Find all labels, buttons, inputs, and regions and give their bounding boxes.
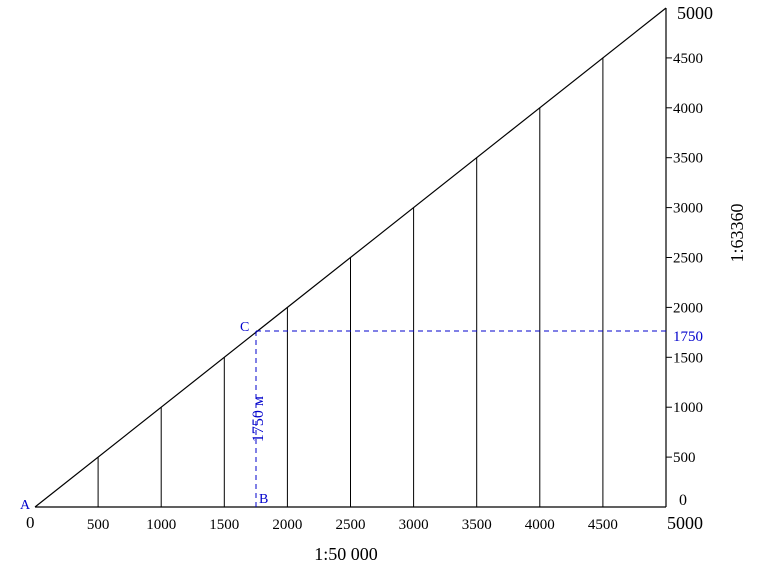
bottom-tick-label: 4500 (588, 517, 618, 533)
right-top-label: 5000 (677, 3, 713, 23)
right-tick-label: 4500 (673, 51, 703, 67)
bottom-tick-label: 2000 (272, 517, 302, 533)
bottom-end-label: 5000 (667, 513, 703, 533)
point-a-label: A (20, 498, 31, 513)
bottom-tick-label: 3500 (462, 517, 492, 533)
origin-label: 0 (26, 513, 35, 532)
right-tick-label: 4000 (673, 101, 703, 117)
right-tick-labels-group: 500 1000 1500 2000 2500 3000 3500 4000 4500 (673, 51, 703, 466)
right-tick-label: 3000 (673, 201, 703, 217)
bottom-tick-label: 1000 (146, 517, 176, 533)
right-tick-label: 500 (673, 450, 696, 466)
bottom-tick-label: 1500 (209, 517, 239, 533)
marker-value-label: 1750 (673, 329, 703, 345)
vertical-lines-group (97, 57, 604, 507)
right-zero-label: 0 (679, 492, 687, 509)
bottom-tick-label: 2500 (336, 517, 366, 533)
right-tick-label: 2500 (673, 251, 703, 267)
right-tick-label: 2000 (673, 300, 703, 316)
bottom-tick-label: 4000 (525, 517, 555, 533)
bottom-tick-labels-group: 500 1000 1500 2000 2500 3000 3500 4000 4500 (87, 517, 618, 533)
point-b-label: B (259, 492, 268, 507)
point-c-label: C (240, 320, 249, 335)
right-axis-ticks-group (666, 57, 672, 458)
right-tick-label: 1500 (673, 350, 703, 366)
right-tick-label: 3500 (673, 151, 703, 167)
bottom-scale-label: 1:50 000 (314, 544, 378, 564)
bottom-tick-label: 500 (87, 517, 110, 533)
right-tick-label: 1000 (673, 400, 703, 416)
bottom-tick-label: 3000 (399, 517, 429, 533)
vertical-distance-label: 1750 м (250, 396, 267, 442)
right-scale-label: 1:63360 (727, 203, 747, 262)
